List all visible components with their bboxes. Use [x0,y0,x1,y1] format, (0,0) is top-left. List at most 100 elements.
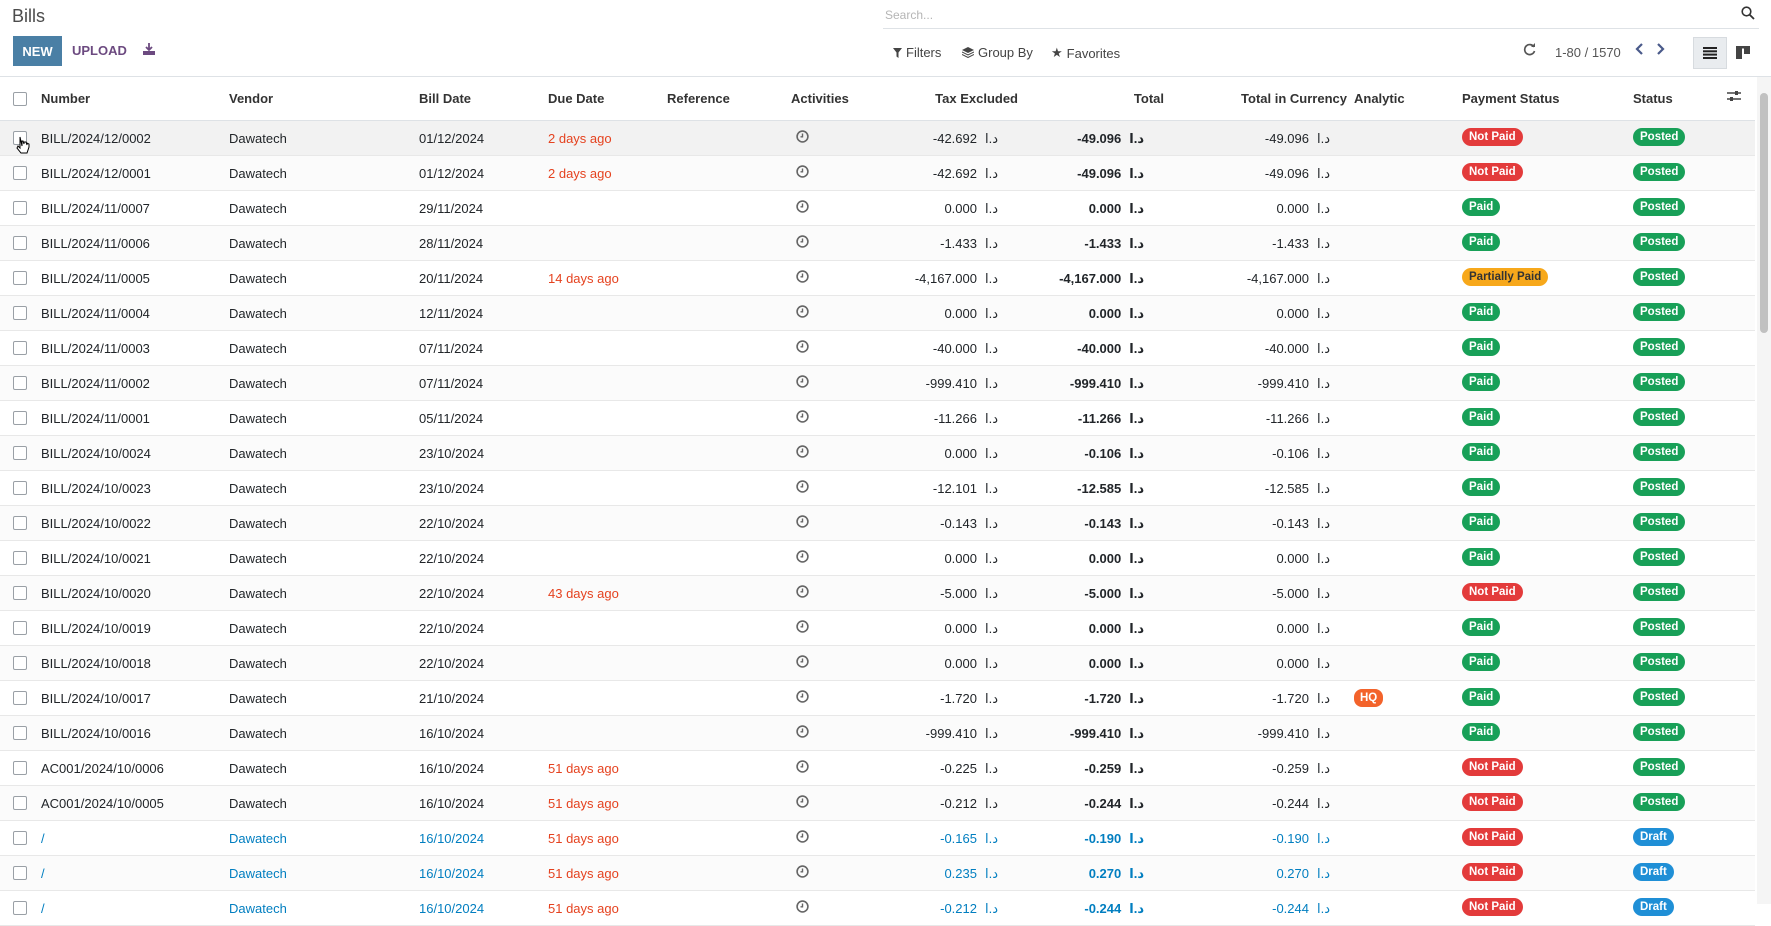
scrollbar-thumb[interactable] [1760,93,1768,333]
clock-icon[interactable] [796,760,809,776]
table-row[interactable]: BILL/2024/11/0006 Dawatech 28/11/2024 -1.43… [0,226,1755,261]
table-row[interactable]: BILL/2024/10/0022 Dawatech 22/10/2024 -0.14… [0,506,1755,541]
col-due-date[interactable]: Due Date [548,91,605,106]
clock-icon[interactable] [796,515,809,531]
table-row[interactable]: BILL/2024/11/0001 Dawatech 05/11/2024 -11.2… [0,401,1755,436]
clock-icon[interactable] [796,865,809,881]
table-row[interactable]: AC001/2024/10/0005 Dawatech 16/10/2024 51 d… [0,786,1755,821]
row-checkbox[interactable] [13,831,27,845]
row-checkbox[interactable] [13,866,27,880]
upload-button[interactable]: UPLOAD [72,43,127,58]
table-row[interactable]: BILL/2024/10/0023 Dawatech 23/10/2024 -12.1… [0,471,1755,506]
row-checkbox[interactable] [13,341,27,355]
col-status[interactable]: Status [1633,91,1673,106]
row-checkbox[interactable] [13,586,27,600]
row-checkbox[interactable] [13,236,27,250]
chevron-right-icon[interactable] [1654,43,1666,58]
clock-icon[interactable] [796,585,809,601]
table-row[interactable]: / Dawatech 16/10/2024 51 days ago -0.165 د.ا -… [0,821,1755,856]
col-vendor[interactable]: Vendor [229,91,274,106]
select-all-checkbox[interactable] [13,92,27,106]
list-view-button[interactable] [1693,37,1727,69]
clock-icon[interactable] [796,620,809,636]
table-row[interactable]: BILL/2024/10/0024 Dawatech 23/10/2024 0.000… [0,436,1755,471]
table-row[interactable]: AC001/2024/10/0006 Dawatech 16/10/2024 51 d… [0,751,1755,786]
table-row[interactable]: BILL/2024/12/0002 Dawatech 01/12/2024 2 day… [0,121,1755,156]
row-checkbox[interactable] [13,516,27,530]
table-row[interactable]: BILL/2024/11/0003 Dawatech 07/11/2024 -40.0… [0,331,1755,366]
group-by-button[interactable]: Group By [962,45,1033,60]
vertical-scrollbar[interactable] [1757,77,1771,904]
table-row[interactable]: BILL/2024/11/0004 Dawatech 12/11/2024 0.000… [0,296,1755,331]
row-checkbox[interactable] [13,411,27,425]
row-checkbox[interactable] [13,551,27,565]
row-checkbox[interactable] [13,481,27,495]
row-checkbox[interactable] [13,166,27,180]
col-number[interactable]: Number [41,91,91,106]
clock-icon[interactable] [796,690,809,706]
row-checkbox[interactable] [13,376,27,390]
col-tax-excluded[interactable]: Tax Excluded [935,91,1018,106]
col-activities[interactable]: Activities [791,91,849,106]
chevron-left-icon[interactable] [1634,43,1646,58]
payment-status-cell: Not Paid [1462,128,1523,146]
table-row[interactable]: BILL/2024/11/0002 Dawatech 07/11/2024 -999.… [0,366,1755,401]
vendor-name: Dawatech [229,481,287,496]
clock-icon[interactable] [796,305,809,321]
row-checkbox[interactable] [13,306,27,320]
col-analytic[interactable]: Analytic [1354,91,1405,106]
row-checkbox[interactable] [13,726,27,740]
clock-icon[interactable] [796,235,809,251]
table-row[interactable]: / Dawatech 16/10/2024 51 days ago 0.235 د.ا 0.… [0,856,1755,891]
new-button[interactable]: NEW [13,36,62,66]
clock-icon[interactable] [796,375,809,391]
table-row[interactable]: BILL/2024/10/0017 Dawatech 21/10/2024 -1.72… [0,681,1755,716]
row-checkbox[interactable] [13,271,27,285]
favorites-button[interactable]: ★ Favorites [1051,45,1120,61]
pager-value[interactable]: 1-80 / 1570 [1555,45,1621,60]
clock-icon[interactable] [796,795,809,811]
kanban-view-button[interactable] [1727,37,1759,67]
table-row[interactable]: BILL/2024/10/0016 Dawatech 16/10/2024 -999.… [0,716,1755,751]
col-bill-date[interactable]: Bill Date [419,91,472,106]
row-checkbox[interactable] [13,691,27,705]
clock-icon[interactable] [796,550,809,566]
col-reference[interactable]: Reference [667,91,730,106]
col-payment-status[interactable]: Payment Status [1462,91,1560,106]
row-checkbox[interactable] [13,761,27,775]
clock-icon[interactable] [796,655,809,671]
clock-icon[interactable] [796,410,809,426]
clock-icon[interactable] [796,725,809,741]
row-checkbox[interactable] [13,446,27,460]
row-checkbox[interactable] [13,621,27,635]
clock-icon[interactable] [796,200,809,216]
download-icon[interactable] [143,43,155,58]
filters-button[interactable]: Filters [893,45,941,60]
table-row[interactable]: BILL/2024/10/0018 Dawatech 22/10/2024 0.000… [0,646,1755,681]
col-total-in-currency[interactable]: Total in Currency [1241,91,1347,106]
search-input[interactable] [883,2,1707,28]
clock-icon[interactable] [796,445,809,461]
table-row[interactable]: BILL/2024/10/0019 Dawatech 22/10/2024 0.000… [0,611,1755,646]
col-total[interactable]: Total [1133,91,1164,106]
clock-icon[interactable] [796,165,809,181]
clock-icon[interactable] [796,900,809,916]
row-checkbox[interactable] [13,201,27,215]
table-row[interactable]: BILL/2024/11/0007 Dawatech 29/11/2024 0.000… [0,191,1755,226]
refresh-icon[interactable] [1523,43,1536,59]
table-row[interactable]: BILL/2024/10/0020 Dawatech 22/10/2024 43 da… [0,576,1755,611]
optional-columns-icon[interactable] [1727,89,1741,106]
row-checkbox[interactable] [13,796,27,810]
table-row[interactable]: BILL/2024/12/0001 Dawatech 01/12/2024 2 day… [0,156,1755,191]
clock-icon[interactable] [796,830,809,846]
clock-icon[interactable] [796,270,809,286]
clock-icon[interactable] [796,340,809,356]
table-row[interactable]: BILL/2024/10/0021 Dawatech 22/10/2024 0.000… [0,541,1755,576]
search-icon[interactable] [1741,6,1755,23]
row-checkbox[interactable] [13,901,27,915]
table-row[interactable]: / Dawatech 16/10/2024 51 days ago -0.212 د.ا -… [0,891,1755,926]
clock-icon[interactable] [796,130,809,146]
table-row[interactable]: BILL/2024/11/0005 Dawatech 20/11/2024 14 da… [0,261,1755,296]
row-checkbox[interactable] [13,656,27,670]
clock-icon[interactable] [796,480,809,496]
